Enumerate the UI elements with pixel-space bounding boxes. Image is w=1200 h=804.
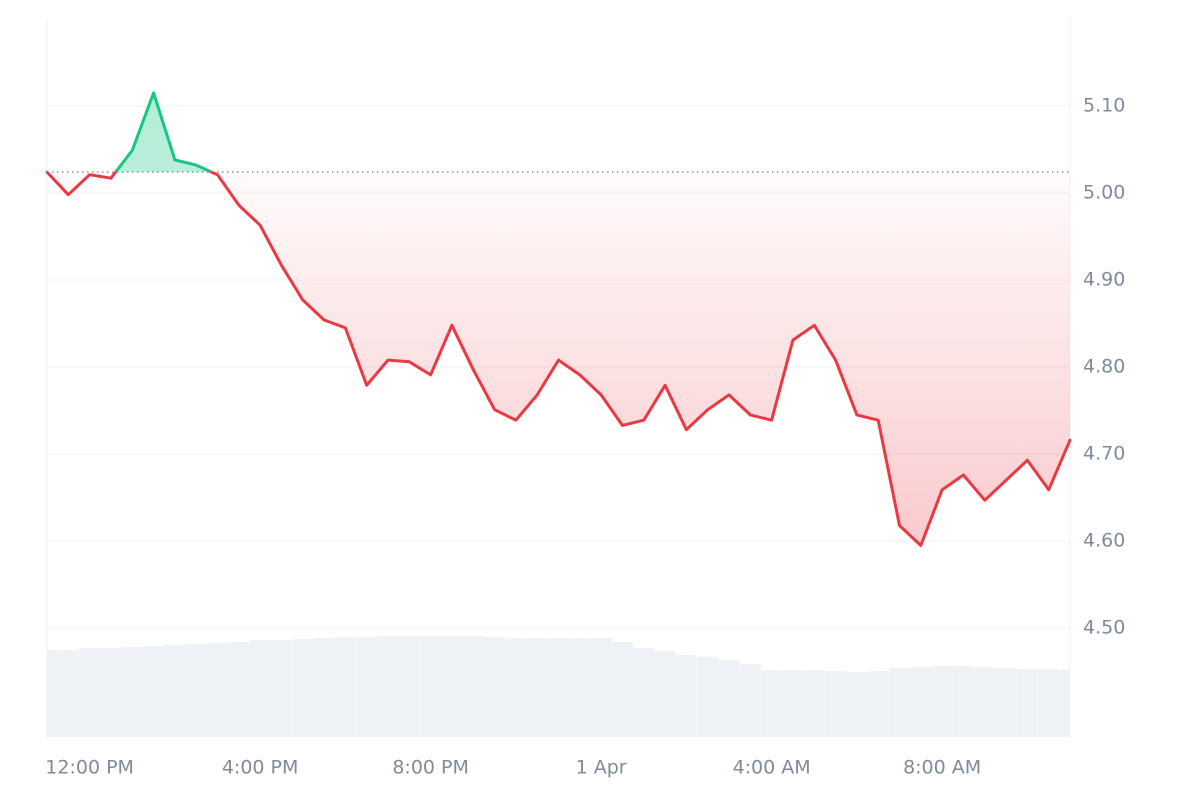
volume-bar	[760, 669, 783, 737]
volume-bar	[441, 635, 463, 737]
volume-bar	[483, 636, 506, 737]
y-tick-label: 4.90	[1083, 269, 1125, 291]
volume-bar	[206, 642, 229, 737]
volume-bar	[164, 644, 186, 737]
volume-bar	[57, 649, 80, 737]
volume-bar	[249, 639, 271, 737]
volume-bar	[185, 643, 207, 737]
price-line	[45, 91, 1072, 547]
volume-bar	[824, 670, 847, 737]
volume-bar	[590, 637, 612, 737]
volume-bar	[526, 637, 548, 737]
volume-bar	[910, 666, 932, 737]
volume-bar	[632, 647, 655, 737]
volume-bar	[78, 647, 101, 737]
volume-bar	[803, 669, 826, 737]
volume-bar	[569, 637, 591, 737]
volume-bar	[142, 645, 165, 737]
x-tick-label: 8:00 AM	[903, 757, 981, 779]
volume-bar	[995, 667, 1017, 737]
y-tick-label: 4.70	[1083, 443, 1125, 465]
volume-bar	[100, 647, 122, 737]
volume-bar	[931, 665, 953, 737]
x-tick-label: 1 Apr	[576, 757, 627, 779]
volume-bar	[675, 654, 698, 737]
y-tick-label: 4.50	[1083, 617, 1125, 639]
y-tick-label: 5.10	[1083, 94, 1125, 116]
volume-bar	[782, 669, 804, 737]
volume-bar	[846, 671, 868, 737]
volume-bar	[121, 646, 144, 737]
volume-bar	[270, 639, 293, 737]
x-tick-label: 8:00 PM	[392, 757, 469, 779]
volume-bar	[718, 659, 740, 737]
volume-bar	[313, 637, 335, 737]
volume-bar	[739, 663, 762, 737]
x-tick-label: 12:00 PM	[45, 757, 134, 779]
volume-bar	[1037, 668, 1060, 737]
volume-bar	[547, 637, 570, 737]
volume-bar	[888, 667, 911, 737]
volume-bar	[611, 641, 634, 737]
y-tick-label: 4.80	[1083, 356, 1125, 378]
y-tick-label: 4.60	[1083, 530, 1125, 552]
volume-bar	[867, 670, 889, 737]
volume-bar	[291, 638, 314, 737]
volume-bars	[47, 635, 1070, 737]
volume-bar	[462, 635, 485, 737]
price-area	[47, 92, 1070, 546]
volume-bar	[398, 635, 421, 737]
volume-bar	[334, 636, 357, 737]
volume-bar	[377, 635, 399, 737]
volume-bar	[952, 665, 975, 737]
volume-bar	[47, 649, 58, 737]
x-tick-label: 4:00 PM	[222, 757, 299, 779]
volume-bar	[505, 637, 527, 737]
x-tick-label: 4:00 AM	[733, 757, 811, 779]
volume-bar	[228, 641, 250, 737]
volume-bar	[419, 635, 442, 737]
volume-bar	[973, 666, 996, 737]
volume-bar	[654, 650, 676, 737]
y-tick-label: 5.00	[1083, 181, 1125, 203]
volume-bar	[696, 656, 719, 737]
volume-bar	[1059, 669, 1070, 737]
volume-bar	[1016, 668, 1039, 737]
volume-bar	[355, 636, 378, 737]
